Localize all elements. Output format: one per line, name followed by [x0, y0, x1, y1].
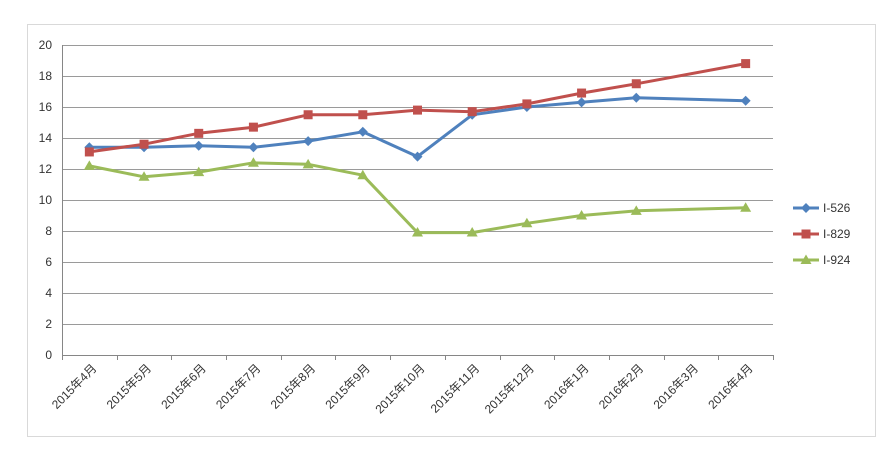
y-tick-label: 14: [39, 131, 53, 145]
y-tick-label: 2: [45, 317, 52, 331]
y-tick-label: 18: [39, 69, 53, 83]
data-point-square: [631, 79, 641, 89]
y-tick-label: 12: [39, 162, 53, 176]
data-point-diamond: [412, 151, 423, 162]
y-tick-label: 6: [45, 255, 52, 269]
y-tick-label: 20: [39, 38, 53, 52]
data-point-square: [139, 139, 149, 149]
data-point-square: [84, 147, 94, 157]
y-tick-label: 4: [45, 286, 52, 300]
data-point-square: [358, 110, 368, 120]
data-point-triangle: [800, 254, 812, 264]
data-point-diamond: [193, 140, 204, 151]
series-line: [87, 161, 748, 235]
series-I-924: [83, 157, 752, 237]
data-point-square: [801, 229, 811, 239]
data-point-diamond: [740, 95, 751, 106]
legend-label: I-526: [823, 201, 851, 215]
data-point-triangle: [357, 169, 369, 180]
series-I-829: [84, 59, 751, 157]
data-point-square: [577, 88, 587, 98]
legend-label: I-924: [823, 253, 851, 267]
legend-item: I-829: [793, 227, 851, 241]
data-point-triangle: [740, 202, 752, 212]
series-line: [87, 96, 748, 159]
legend-item: I-526: [793, 201, 851, 215]
data-point-square: [467, 107, 477, 117]
y-tick-label: 8: [45, 224, 52, 238]
data-point-square: [248, 122, 258, 132]
data-point-triangle: [247, 157, 259, 167]
data-point-triangle: [412, 227, 423, 237]
data-point-square: [741, 59, 751, 69]
data-point-triangle: [630, 205, 642, 215]
data-point-diamond: [801, 203, 811, 213]
series-line: [87, 62, 748, 154]
data-point-triangle: [302, 158, 314, 169]
data-point-diamond: [631, 92, 642, 103]
data-point-triangle: [521, 217, 533, 228]
data-point-triangle: [138, 171, 150, 181]
legend: I-526 I-829 I-924: [793, 201, 851, 267]
data-point-triangle: [576, 210, 588, 220]
y-tick-label: 0: [45, 348, 52, 362]
series: [83, 59, 752, 237]
data-point-square: [413, 105, 422, 115]
data-point-square: [522, 99, 532, 109]
data-point-triangle: [466, 227, 478, 237]
chart-border: [27, 24, 876, 437]
data-point-diamond: [303, 136, 314, 147]
legend-item: I-924: [793, 253, 851, 267]
data-point-triangle: [83, 160, 95, 170]
data-point-square: [194, 128, 204, 138]
legend-label: I-829: [823, 227, 851, 241]
data-point-triangle: [193, 166, 205, 177]
y-tick-label: 10: [39, 193, 53, 207]
y-tick-label: 16: [39, 100, 53, 114]
data-point-diamond: [248, 142, 259, 153]
data-point-square: [303, 110, 313, 120]
data-point-diamond: [357, 126, 368, 137]
data-point-diamond: [576, 97, 587, 108]
